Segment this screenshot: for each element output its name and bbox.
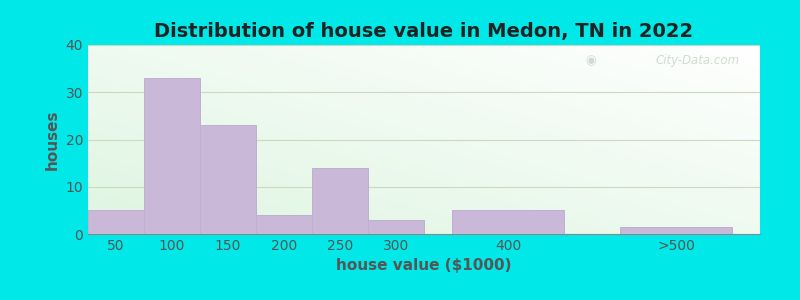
Bar [144,78,200,234]
Bar [256,215,312,234]
Bar [368,220,424,234]
X-axis label: house value ($1000): house value ($1000) [336,258,512,273]
Bar [452,210,564,234]
Text: ◉: ◉ [586,55,596,68]
Bar [620,227,732,234]
Bar [312,168,368,234]
Y-axis label: houses: houses [45,109,60,170]
Bar [88,210,144,234]
Text: City-Data.com: City-Data.com [656,55,740,68]
Bar [200,125,256,234]
Title: Distribution of house value in Medon, TN in 2022: Distribution of house value in Medon, TN… [154,22,694,41]
